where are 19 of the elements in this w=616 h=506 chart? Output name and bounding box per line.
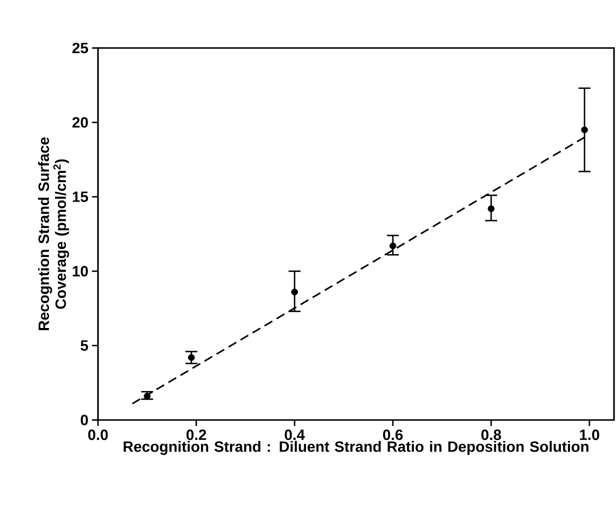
point xyxy=(389,242,396,250)
x-tick-label: 0.6 xyxy=(383,429,403,440)
y-tick-label: 25 xyxy=(72,42,88,54)
point xyxy=(188,354,195,361)
y-tick-label: 5 xyxy=(80,340,88,351)
x-tick-label: 0.8 xyxy=(481,429,502,440)
point xyxy=(291,288,298,296)
y-tick-label: 15 xyxy=(72,192,88,202)
x-tick-label: 0.0 xyxy=(88,429,108,440)
point xyxy=(144,392,151,400)
x-axis-title: Recognition Strand : Diluent Strand Ratio in Deposition Solution xyxy=(124,440,588,455)
y-tick-label: 20 xyxy=(72,117,88,128)
y-tick-label: 0 xyxy=(80,414,88,426)
x-tick-label: 0.4 xyxy=(284,429,305,440)
point xyxy=(581,126,588,134)
x-tick-label: 0.2 xyxy=(186,429,206,440)
y-tick-label: 10 xyxy=(72,266,88,276)
x-tick-label: 1.0 xyxy=(580,429,600,440)
point xyxy=(488,205,495,212)
